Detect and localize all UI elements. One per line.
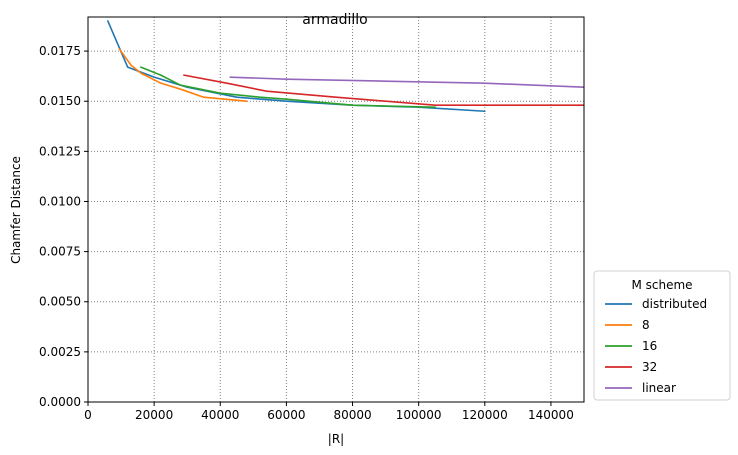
legend-title: M scheme [631,278,692,292]
x-tick-label: 100000 [396,408,442,422]
y-tick-label: 0.0075 [39,245,81,259]
series-line-32 [183,74,584,107]
x-tick-label: 40000 [201,408,239,422]
y-tick-label: 0.0175 [39,44,81,58]
y-axis-label: Chamfer Distance [9,156,23,264]
x-tick-label: 20000 [135,408,173,422]
chart-title: armadillo [302,12,367,28]
x-axis: 0 20000 40000 60000 80000 100000 120000 140000 [84,402,574,422]
series-lines [107,20,584,113]
plot-frame [87,16,585,403]
legend-label-32: 32 [642,360,657,374]
x-tick-label: 0 [84,408,92,422]
y-axis: 0.0000 0.0025 0.0050 0.0075 0.0100 0.0125 0.01… [39,44,88,409]
legend-label-distributed: distributed [642,297,707,311]
legend-label-8: 8 [642,318,650,332]
y-tick-label: 0.0100 [39,194,81,208]
x-tick-label: 120000 [462,408,508,422]
y-tick-label: 0.0125 [39,144,81,158]
legend-label-linear: linear [642,381,676,395]
x-tick-label: 140000 [528,408,574,422]
y-tick-label: 0.0000 [39,395,81,409]
y-tick-label: 0.0025 [39,345,81,359]
legend-label-16: 16 [642,339,657,353]
x-axis-label: |R| [328,432,344,446]
grid [88,17,584,402]
y-tick-label: 0.0050 [39,295,81,309]
series-line-8 [118,48,248,103]
series-line-16 [140,66,437,109]
x-tick-label: 60000 [267,408,305,422]
legend: M scheme distributed 8 16 32 linear [593,270,731,401]
series-line-linear [229,76,584,88]
y-tick-label: 0.0150 [39,94,81,108]
x-tick-label: 80000 [333,408,371,422]
